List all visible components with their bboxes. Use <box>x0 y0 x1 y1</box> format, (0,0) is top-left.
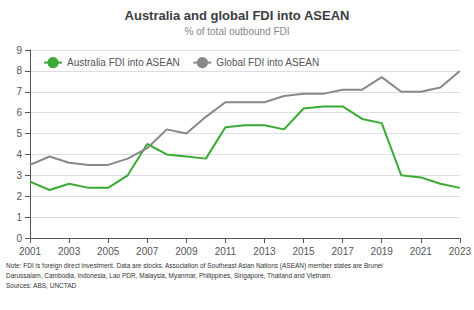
svg-text:0: 0 <box>16 233 22 244</box>
svg-text:2015: 2015 <box>292 246 315 257</box>
svg-text:2019: 2019 <box>371 246 394 257</box>
svg-text:1: 1 <box>16 212 22 223</box>
svg-text:Sources: ABS, UNCTAD: Sources: ABS, UNCTAD <box>6 282 77 289</box>
svg-text:Australia and global FDI into: Australia and global FDI into ASEAN <box>125 8 350 23</box>
svg-text:2003: 2003 <box>58 246 81 257</box>
svg-text:2005: 2005 <box>97 246 120 257</box>
svg-text:2021: 2021 <box>410 246 433 257</box>
svg-text:2023: 2023 <box>449 246 472 257</box>
svg-text:2: 2 <box>16 191 22 202</box>
svg-text:3: 3 <box>16 170 22 181</box>
svg-text:2001: 2001 <box>19 246 42 257</box>
svg-text:4: 4 <box>16 149 22 160</box>
svg-text:2013: 2013 <box>253 246 276 257</box>
svg-text:2009: 2009 <box>175 246 198 257</box>
svg-text:5: 5 <box>16 128 22 139</box>
svg-text:Note: FDI is foreign direct in: Note: FDI is foreign direct investment. … <box>6 262 383 270</box>
svg-text:8: 8 <box>16 65 22 76</box>
svg-text:% of total outbound FDI: % of total outbound FDI <box>184 26 289 37</box>
svg-text:Global FDI into ASEAN: Global FDI into ASEAN <box>216 57 319 68</box>
svg-text:2011: 2011 <box>215 246 237 257</box>
svg-text:2017: 2017 <box>332 246 355 257</box>
svg-text:7: 7 <box>16 86 22 97</box>
svg-text:Darussalam, Cambodia, Indonesi: Darussalam, Cambodia, Indonesia, Lao PDR… <box>6 272 332 280</box>
svg-text:Australia FDI into ASEAN: Australia FDI into ASEAN <box>67 57 180 68</box>
svg-text:9: 9 <box>16 45 22 56</box>
svg-text:6: 6 <box>16 107 22 118</box>
svg-text:2007: 2007 <box>136 246 159 257</box>
